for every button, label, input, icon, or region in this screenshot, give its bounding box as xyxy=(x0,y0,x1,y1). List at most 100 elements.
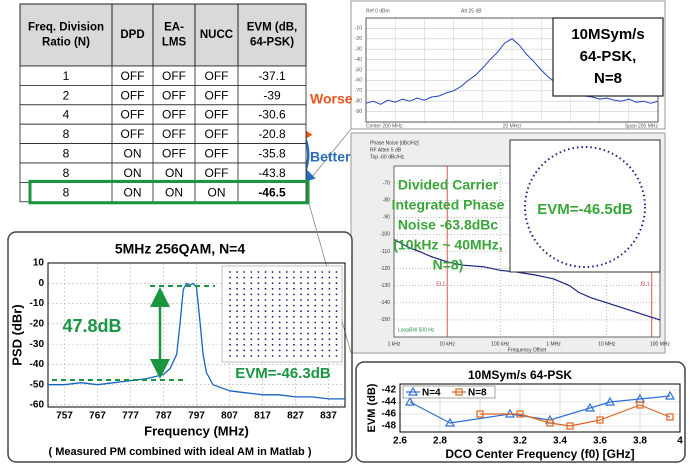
constellation-dot xyxy=(229,282,231,284)
constellation-dot xyxy=(314,333,316,335)
table-header: EA- xyxy=(164,22,184,34)
constellation-dot xyxy=(300,305,302,307)
constellation-dot xyxy=(307,271,309,273)
y-tick-label: -50 xyxy=(355,67,362,73)
constellation-dot xyxy=(250,294,252,296)
constellation-dot xyxy=(286,333,288,335)
constellation-dot xyxy=(243,322,245,324)
constellation-dot xyxy=(279,344,281,346)
y-axis-label: PSD (dBr) xyxy=(9,304,24,365)
constellation-dot xyxy=(329,294,331,296)
constellation-dot xyxy=(236,310,238,312)
constellation-dot xyxy=(321,327,323,329)
constellation-dot xyxy=(236,294,238,296)
table-header: LMS xyxy=(162,37,187,49)
table-cell: OFF xyxy=(162,88,186,102)
y-tick-label: -120 xyxy=(380,266,390,272)
worse-label: Worse xyxy=(310,91,353,107)
table-cell: 8 xyxy=(63,166,70,180)
constellation-dot xyxy=(314,322,316,324)
instrument-label: RF Atten 5 dB xyxy=(370,147,402,153)
constellation-dot xyxy=(265,333,267,335)
constellation-dot xyxy=(307,322,309,324)
constellation-dot xyxy=(279,338,281,340)
constellation-dot xyxy=(272,277,274,279)
constellation-dot xyxy=(272,316,274,318)
constellation-dot xyxy=(300,271,302,273)
constellation-dot xyxy=(336,322,338,324)
constellation-dot xyxy=(336,355,338,357)
constellation-dot xyxy=(243,355,245,357)
x-tick-label: 837 xyxy=(320,411,337,422)
constellation-dot xyxy=(286,310,288,312)
y-tick-label: -46 xyxy=(382,409,397,420)
y-tick-label: -100 xyxy=(380,232,390,238)
constellation-dot xyxy=(229,350,231,352)
constellation-dot xyxy=(272,271,274,273)
constellation-dot xyxy=(229,277,231,279)
table-cell: OFF xyxy=(205,127,229,141)
constellation-dot xyxy=(300,288,302,290)
constellation-dot xyxy=(286,288,288,290)
constellation-dot xyxy=(236,299,238,301)
constellation-dot xyxy=(336,282,338,284)
constellation-dot xyxy=(321,294,323,296)
table-cell: OFF xyxy=(162,69,186,83)
table-cell: OFF xyxy=(205,166,229,180)
table-cell: OFF xyxy=(162,127,186,141)
constellation-dot xyxy=(265,294,267,296)
table-cell: OFF xyxy=(121,108,145,122)
constellation-dot xyxy=(329,316,331,318)
constellation-dot xyxy=(250,350,252,352)
constellation-dot xyxy=(293,271,295,273)
constellation-dot xyxy=(272,333,274,335)
x-tick-label: 1 kHz xyxy=(388,341,401,347)
constellation-dot xyxy=(293,288,295,290)
y-tick-label: -70 xyxy=(383,180,390,186)
y-tick-label: -48 xyxy=(382,421,397,432)
constellation-dot xyxy=(243,344,245,346)
constellation-dot xyxy=(314,299,316,301)
constellation-dot xyxy=(236,277,238,279)
constellation-dot xyxy=(321,344,323,346)
inset-box xyxy=(222,266,342,362)
x-axis-label: Frequency Offset xyxy=(508,347,547,353)
x-tick-label: 817 xyxy=(254,411,271,422)
constellation-dot xyxy=(279,327,281,329)
table-cell: OFF xyxy=(205,88,229,102)
table-header: Ratio (N) xyxy=(42,37,90,49)
constellation-dot xyxy=(265,327,267,329)
constellation-dot xyxy=(314,271,316,273)
constellation-dot xyxy=(250,299,252,301)
constellation-dot xyxy=(286,282,288,284)
x-tick-label: 2.6 xyxy=(393,436,407,447)
constellation-dot xyxy=(250,327,252,329)
constellation-dot xyxy=(279,322,281,324)
constellation-dot xyxy=(329,333,331,335)
constellation-dot xyxy=(250,333,252,335)
constellation-dot xyxy=(229,355,231,357)
table-cell: -39 xyxy=(263,88,281,102)
constellation-dot xyxy=(229,299,231,301)
y-tick-label: -10 xyxy=(30,298,45,309)
table-cell: 2 xyxy=(63,88,70,102)
constellation-dot xyxy=(329,327,331,329)
constellation-dot xyxy=(286,277,288,279)
constellation-dot xyxy=(229,333,231,335)
table-header-bg xyxy=(20,4,306,66)
chart-title: 10MSym/s 64-PSK xyxy=(468,368,572,382)
constellation-dot xyxy=(307,344,309,346)
constellation-dot xyxy=(314,294,316,296)
table-header: 64-PSK) xyxy=(250,37,294,49)
constellation-dot xyxy=(265,305,267,307)
constellation-dot xyxy=(307,294,309,296)
constellation-dot xyxy=(307,305,309,307)
constellation-dot xyxy=(300,338,302,340)
table-cell: ON xyxy=(124,166,142,180)
constellation-dot xyxy=(336,305,338,307)
constellation-dot xyxy=(329,305,331,307)
constellation-dot xyxy=(250,355,252,357)
constellation-dot xyxy=(286,299,288,301)
table-cell: ON xyxy=(165,166,183,180)
constellation-dot xyxy=(236,350,238,352)
